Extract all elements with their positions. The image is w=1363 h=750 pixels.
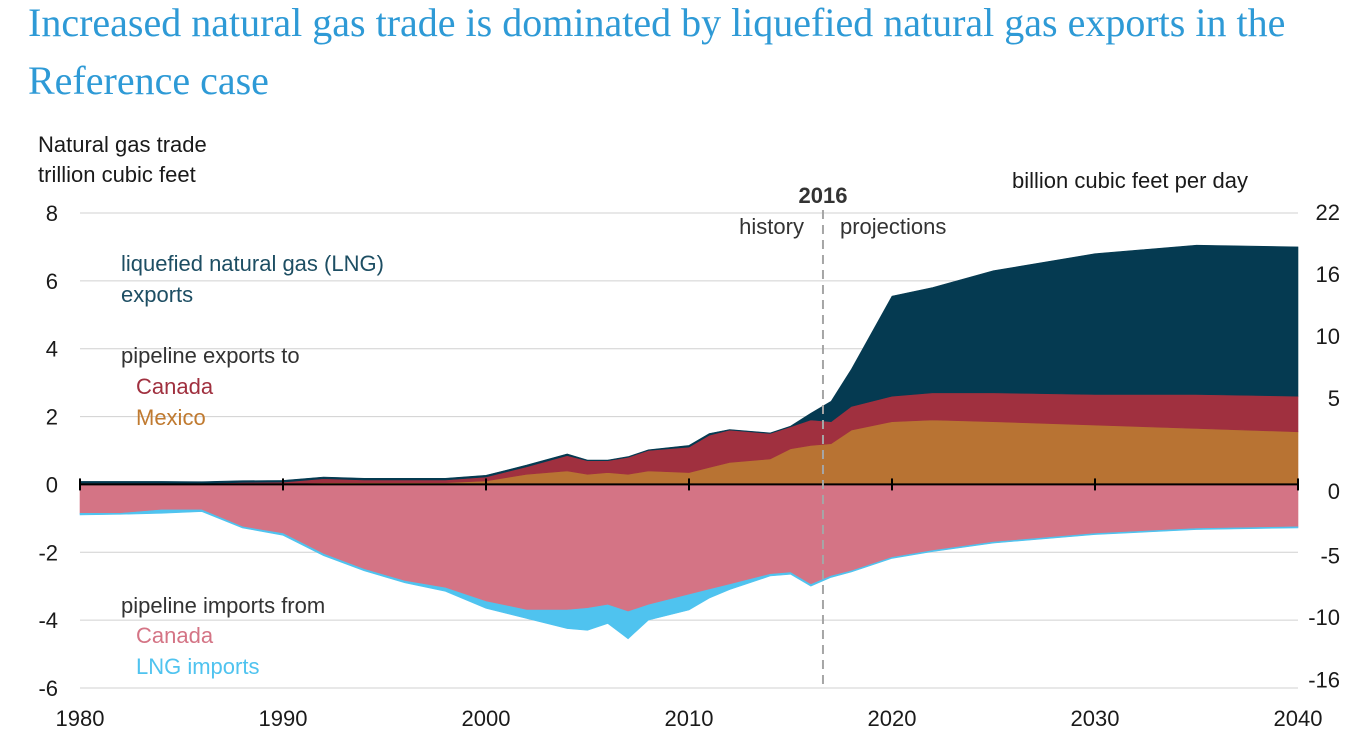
legend-exports-mexico: Mexico	[136, 405, 206, 430]
y-tick-label-left: 4	[46, 337, 58, 362]
x-tick-label: 1990	[259, 706, 308, 731]
chart-title: Increased natural gas trade is dominated…	[28, 0, 1286, 103]
y-tick-label-left: -6	[38, 676, 58, 701]
y-tick-label-left: -2	[38, 540, 58, 565]
y-tick-label-left: 8	[46, 201, 58, 226]
legend-pipeline-exports-heading: pipeline exports to	[121, 343, 300, 368]
y-tick-label-right: 22	[1316, 200, 1340, 225]
y-tick-label-right: 10	[1316, 324, 1340, 349]
x-tick-label: 2030	[1071, 706, 1120, 731]
y-tick-label-left: 2	[46, 405, 58, 430]
area-exports-liquefied-natural-gas-lng-exports	[79, 244, 1299, 484]
left-axis-title-line-1: Natural gas trade	[38, 132, 207, 157]
legend-lng-exports-line-1: liquefied natural gas (LNG)	[121, 251, 384, 276]
y-tick-label-left: 6	[46, 269, 58, 294]
x-tick-label: 1980	[56, 706, 105, 731]
right-axis-title: billion cubic feet per day	[1012, 168, 1249, 193]
x-tick-label: 2020	[868, 706, 917, 731]
y-tick-label-right: 0	[1328, 479, 1340, 504]
legend-lng-imports: LNG imports	[136, 654, 260, 679]
y-tick-label-left: 0	[46, 472, 58, 497]
divider-year-label: 2016	[799, 183, 848, 208]
legend-pipeline-imports-heading: pipeline imports from	[121, 593, 326, 618]
area-imports-lng-imports	[79, 509, 1299, 640]
legend-imports-canada: Canada	[136, 623, 214, 648]
x-tick-label: 2010	[665, 706, 714, 731]
legend-lng-exports-line-2: exports	[121, 282, 194, 307]
history-label: history	[739, 214, 804, 239]
x-tick-label: 2040	[1274, 706, 1323, 731]
y-tick-label-right: -16	[1308, 668, 1340, 693]
left-axis-title-line-2: trillion cubic feet	[38, 162, 196, 187]
y-tick-label-left: -4	[38, 608, 58, 633]
projections-label: projections	[840, 214, 946, 239]
y-tick-label-right: -10	[1308, 605, 1340, 630]
x-tick-label: 2000	[462, 706, 511, 731]
legend-exports-canada: Canada	[136, 374, 214, 399]
y-tick-label-right: -5	[1320, 544, 1340, 569]
y-tick-label-right: 16	[1316, 262, 1340, 287]
y-tick-label-right: 5	[1328, 386, 1340, 411]
